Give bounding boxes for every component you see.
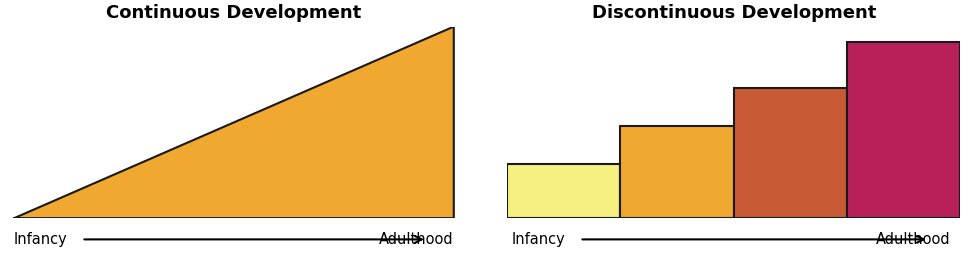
Text: Adulthood: Adulthood <box>876 232 951 247</box>
Bar <box>620 126 733 218</box>
Bar <box>847 42 960 218</box>
Text: Infancy: Infancy <box>512 232 565 247</box>
Bar <box>733 88 847 218</box>
Polygon shape <box>15 27 453 218</box>
Title: Discontinuous Development: Discontinuous Development <box>592 4 876 22</box>
Text: Infancy: Infancy <box>14 232 67 247</box>
Title: Continuous Development: Continuous Development <box>106 4 362 22</box>
Text: Adulthood: Adulthood <box>378 232 453 247</box>
Bar <box>507 164 620 218</box>
